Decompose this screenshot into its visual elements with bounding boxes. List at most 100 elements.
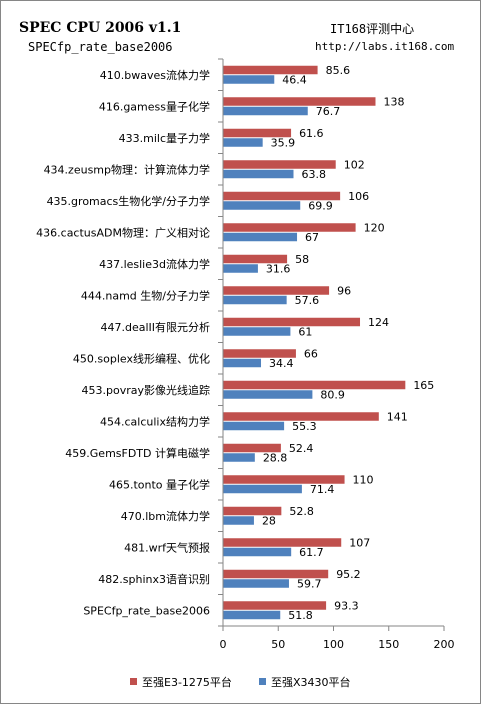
bar — [223, 254, 288, 264]
legend-label-series1: 至强E3-1275平台 — [142, 675, 232, 689]
bar — [223, 138, 263, 147]
data-label: 59.7 — [297, 577, 322, 590]
data-label: 66 — [304, 347, 318, 360]
axis-layer: 0 50 100 150 200 — [218, 58, 455, 651]
data-label: 110 — [353, 473, 374, 486]
data-label: 61 — [298, 325, 312, 338]
data-label: 31.6 — [266, 262, 291, 275]
chart-subtitle: SPECfp_rate_base2006 — [28, 40, 173, 54]
data-label: 124 — [368, 316, 389, 329]
legend-swatch-series1 — [130, 678, 137, 685]
data-label: 120 — [364, 221, 385, 234]
bar — [223, 128, 292, 138]
legend-label-series2: 至强X3430平台 — [271, 675, 351, 689]
data-label: 35.9 — [271, 136, 296, 149]
bar — [223, 75, 275, 84]
category-label: 459.GemsFDTD 计算电磁学 — [65, 446, 210, 460]
category-label: 410.bwaves流体力学 — [100, 68, 210, 82]
bar — [223, 106, 308, 116]
bar — [223, 412, 379, 421]
bar — [223, 317, 361, 327]
bar — [223, 538, 342, 547]
data-label: 85.6 — [326, 64, 351, 77]
bar — [223, 286, 330, 295]
data-label: 28 — [262, 514, 276, 527]
bar — [223, 358, 262, 368]
data-label: 107 — [349, 536, 370, 549]
bar — [223, 65, 318, 75]
bar — [223, 264, 258, 273]
bar — [223, 295, 287, 305]
data-label: 63.8 — [301, 168, 326, 181]
bar — [223, 601, 327, 610]
legend-swatch-series2 — [259, 678, 266, 685]
data-label: 52.8 — [289, 505, 314, 518]
x-tick-label: 200 — [434, 638, 455, 651]
bar — [223, 453, 255, 462]
data-label: 69.9 — [308, 199, 333, 212]
category-label: 453.povray影像光线追踪 — [82, 383, 211, 397]
x-tick-label: 0 — [220, 638, 227, 651]
bar — [223, 484, 302, 494]
data-label: 80.9 — [320, 388, 345, 401]
category-label: 435.gromacs生物化学/分子力学 — [47, 194, 210, 208]
category-label: SPECfp_rate_base2006 — [83, 604, 210, 617]
bar — [223, 160, 336, 169]
bars-layer: 410.bwaves流体力学 85.6 46.4 416.gamess量子化学 138 7… — [36, 64, 434, 622]
data-label: 138 — [383, 95, 404, 108]
data-label: 102 — [344, 158, 365, 171]
category-label: 465.tonto 量子化学 — [109, 477, 210, 491]
brand-label: IT168评测中心 — [330, 22, 415, 36]
category-label: 437.leslie3d流体力学 — [99, 257, 210, 271]
data-label: 57.6 — [295, 294, 320, 307]
data-label: 106 — [348, 190, 369, 203]
x-tick-label: 100 — [323, 638, 344, 651]
bar — [223, 327, 291, 336]
data-label: 61.6 — [299, 127, 324, 140]
data-label: 34.4 — [269, 357, 294, 370]
bar — [223, 516, 254, 525]
category-label: 450.soplex线形编程、优化 — [73, 351, 210, 365]
bar — [223, 579, 289, 588]
data-label: 28.8 — [263, 451, 288, 464]
source-url: http://labs.it168.com — [315, 40, 455, 53]
bar — [223, 610, 281, 620]
data-label: 67 — [305, 231, 319, 244]
data-label: 55.3 — [292, 420, 317, 433]
data-label: 95.2 — [336, 568, 361, 581]
bar — [223, 223, 356, 232]
category-label: 416.gamess量子化学 — [99, 99, 210, 113]
bar — [223, 390, 313, 399]
x-tick-label: 150 — [378, 638, 399, 651]
category-label: 481.wrf天气预报 — [124, 540, 210, 554]
bar — [223, 547, 292, 557]
category-label: 470.lbm流体力学 — [121, 509, 210, 523]
bar — [223, 443, 281, 453]
legend: 至强E3-1275平台 至强X3430平台 — [130, 675, 351, 689]
category-label: 454.calculix结构力学 — [100, 414, 210, 428]
data-label: 51.8 — [288, 609, 313, 622]
data-label: 141 — [387, 410, 408, 423]
bar — [223, 380, 406, 390]
data-label: 52.4 — [289, 442, 314, 455]
bar — [223, 506, 282, 516]
bar — [223, 169, 294, 179]
bar — [223, 232, 298, 242]
category-label: 447.dealII有限元分析 — [100, 320, 210, 334]
category-label: 482.sphinx3语音识别 — [98, 572, 210, 586]
bar — [223, 421, 285, 431]
data-label: 96 — [337, 284, 351, 297]
bar — [223, 191, 341, 201]
bar — [223, 475, 345, 484]
category-label: 433.milc量子力学 — [119, 131, 210, 145]
bar — [223, 349, 296, 358]
category-label: 444.namd 生物/分子力学 — [81, 288, 210, 302]
bar — [223, 97, 376, 106]
data-label: 61.7 — [299, 546, 324, 559]
category-label: 436.cactusADM物理：广义相对论 — [36, 225, 210, 239]
data-label: 71.4 — [310, 483, 335, 496]
data-label: 46.4 — [282, 73, 307, 86]
data-label: 58 — [295, 253, 309, 266]
data-label: 93.3 — [334, 599, 359, 612]
